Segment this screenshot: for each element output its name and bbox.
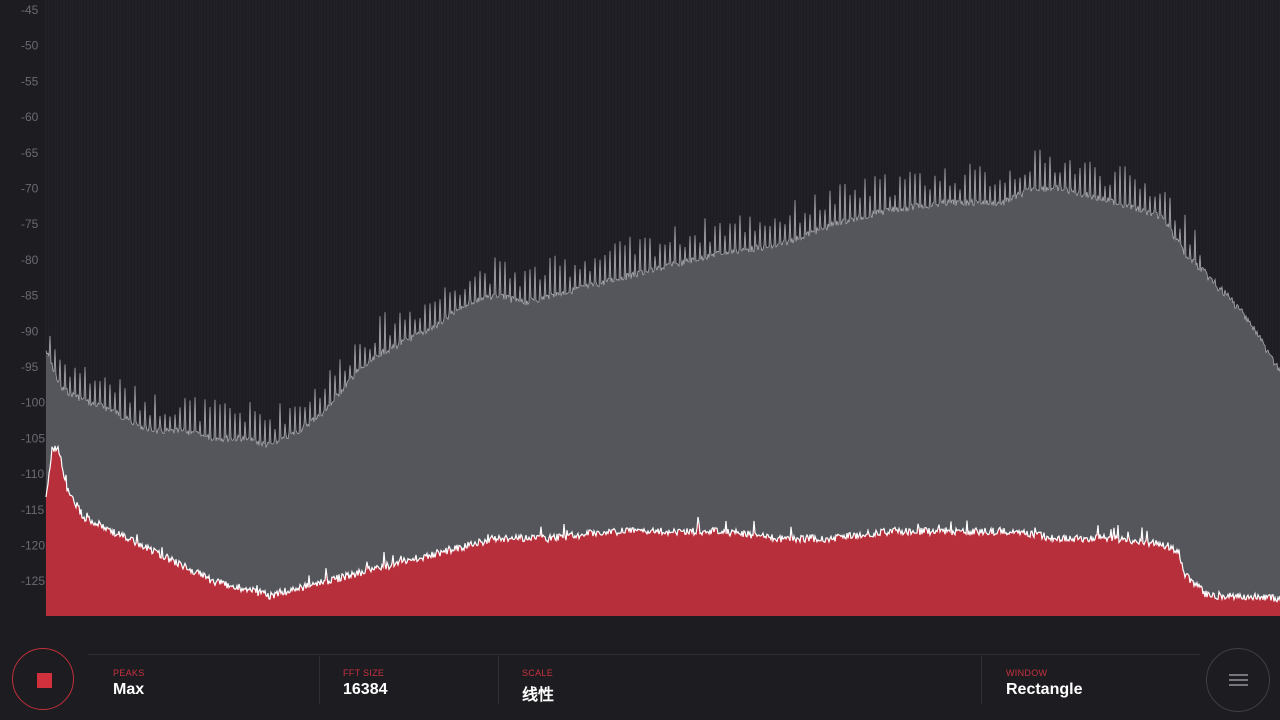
y-tick-label: -70 <box>21 182 39 196</box>
y-tick-label: -60 <box>21 110 39 124</box>
spectrum-chart: -45 -50 -55 -60 -65 -70 -75 -80 -85 -90 -95 -100 -10… <box>21 3 1280 616</box>
current-spectrum <box>45 444 1280 616</box>
y-tick-label: -75 <box>21 217 39 231</box>
y-axis-labels: -45 -50 -55 -60 -65 -70 -75 -80 -85 -90 -95 -100 -10… <box>21 3 45 588</box>
window-label: WINDOW <box>1006 668 1048 678</box>
divider <box>498 656 499 704</box>
scale-value: 线性 <box>522 687 555 704</box>
fft-size-value: 16384 <box>343 681 388 698</box>
y-tick-label: -50 <box>21 39 39 53</box>
window-value: Rectangle <box>1006 681 1083 698</box>
current-fill <box>46 445 1280 616</box>
y-tick-label: -105 <box>21 431 45 445</box>
peaks-label: PEAKS <box>113 668 145 678</box>
menu-button[interactable] <box>1206 648 1270 712</box>
current-line <box>45 444 1280 603</box>
peak-spectrum <box>45 149 1280 616</box>
stop-square-icon <box>37 673 52 688</box>
y-tick-label: -80 <box>21 253 39 267</box>
fft-size-setting[interactable]: FFT SIZE 16384 <box>343 668 388 699</box>
control-bar: PEAKS Max FFT SIZE 16384 SCALE 线性 WINDOW… <box>0 640 1280 720</box>
hamburger-menu-icon <box>1229 674 1248 686</box>
peaks-value: Max <box>113 681 145 698</box>
peak-fill <box>46 149 1280 616</box>
y-tick-label: -125 <box>21 574 45 588</box>
y-tick-label: -110 <box>21 467 44 481</box>
y-tick-label: -95 <box>21 360 39 374</box>
divider <box>981 656 982 704</box>
y-tick-label: -55 <box>21 74 39 88</box>
peak-line <box>45 149 1280 449</box>
control-bar-divider <box>88 654 1200 655</box>
scale-setting[interactable]: SCALE 线性 <box>522 668 554 705</box>
y-tick-label: -120 <box>21 539 45 553</box>
window-setting[interactable]: WINDOW Rectangle <box>1006 668 1082 699</box>
y-tick-label: -45 <box>21 3 39 17</box>
y-tick-label: -65 <box>21 146 39 160</box>
record-stop-button[interactable] <box>12 648 74 710</box>
y-tick-label: -90 <box>21 324 39 338</box>
y-tick-label: -85 <box>21 289 39 303</box>
scale-label: SCALE <box>522 668 554 678</box>
y-tick-label: -115 <box>21 503 44 517</box>
y-tick-label: -100 <box>21 396 45 410</box>
peaks-setting[interactable]: PEAKS Max <box>113 668 145 699</box>
fft-size-label: FFT SIZE <box>343 668 385 678</box>
divider <box>319 656 320 704</box>
